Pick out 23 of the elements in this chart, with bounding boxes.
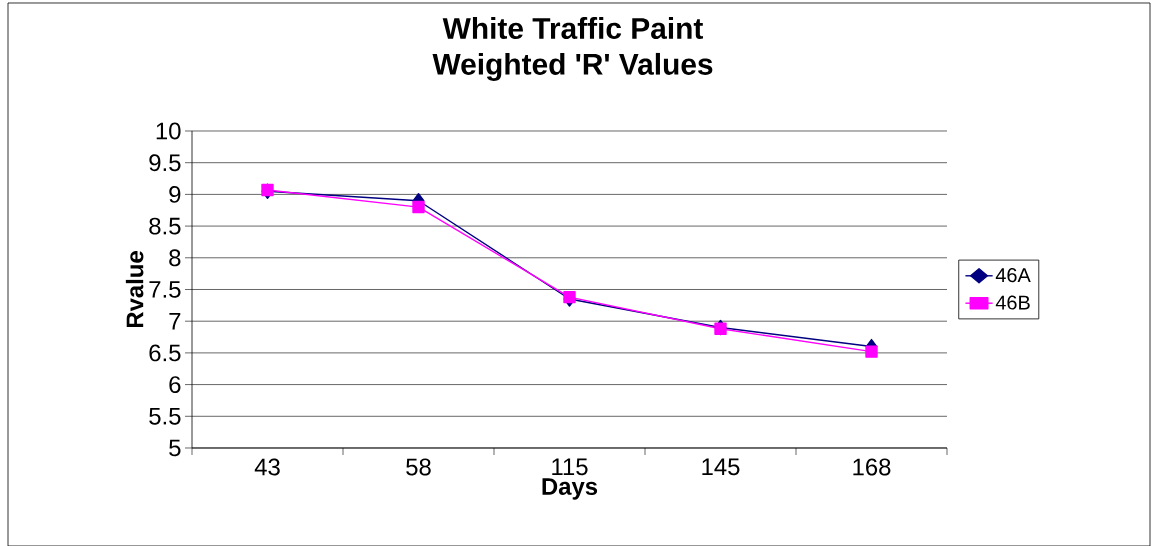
x-tick-label: 145 [702,458,740,476]
y-tick-label: 7.5 [149,280,181,298]
chart-title: White Traffic Paint Weighted 'R' Values [432,16,713,81]
y-tick-label: 7 [169,312,181,330]
y-tick-label: 5 [169,439,181,457]
y-tick-label: 9 [169,185,181,203]
x-tick-label: 58 [406,458,431,476]
x-axis-title: Days [542,478,598,500]
y-tick-label: 9.5 [149,154,181,171]
y-tick-label: 5.5 [149,407,181,425]
y-axis-title: Rvalue [125,250,144,327]
x-tick-label: 43 [254,458,280,476]
x-tick-label: 168 [853,458,891,476]
y-tick-label: 6 [169,375,181,393]
y-tick-label: 8.5 [149,217,181,235]
y-tick-label: 8 [169,249,181,267]
legend-label: 46A [995,267,1031,282]
y-tick-label: 10 [156,122,181,140]
legend-label: 46B [995,295,1030,310]
point [865,345,878,358]
x-tick-label: 115 [552,458,588,476]
y-tick-label: 6.5 [149,344,181,362]
point [412,200,425,214]
